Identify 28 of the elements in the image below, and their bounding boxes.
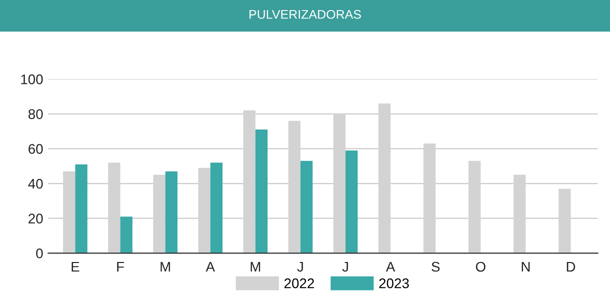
y-tick-label: 40 xyxy=(28,178,43,189)
x-tick-label: E xyxy=(72,262,80,272)
y-tick-label: 0 xyxy=(36,248,43,258)
bar xyxy=(210,162,223,254)
x-tick-label: N xyxy=(522,262,530,272)
x-tick-label: A xyxy=(386,262,396,272)
legend-label: 2022 xyxy=(284,278,314,288)
bar xyxy=(346,150,358,254)
y-tick-label: 60 xyxy=(28,144,43,154)
x-tick-label: D xyxy=(566,262,576,272)
x-tick-label: M xyxy=(160,262,170,272)
x-tick-label: O xyxy=(476,262,486,272)
bar xyxy=(300,160,313,254)
x-tick-label: J xyxy=(297,262,303,272)
x-tick-label: S xyxy=(432,262,440,272)
x-tick-label: J xyxy=(342,262,348,272)
chart-title: PULVERIZADORAS xyxy=(250,10,361,19)
bar xyxy=(75,164,88,254)
y-tick-label: 100 xyxy=(21,74,43,84)
bar xyxy=(255,130,268,254)
legend-label: 2023 xyxy=(379,278,409,288)
bar xyxy=(165,171,178,254)
y-tick-label: 80 xyxy=(28,109,43,120)
bar xyxy=(120,216,132,254)
x-tick-label: F xyxy=(117,262,124,272)
x-tick-label: M xyxy=(250,262,260,272)
x-tick-label: A xyxy=(206,262,215,272)
y-tick-label: 20 xyxy=(28,214,43,224)
